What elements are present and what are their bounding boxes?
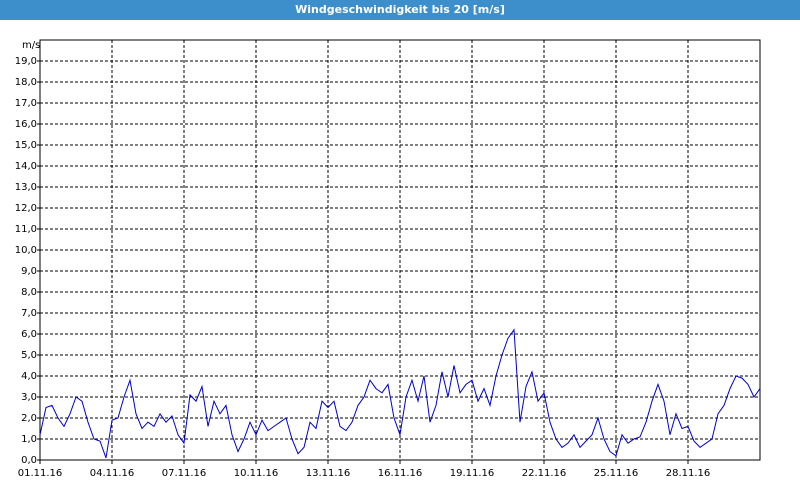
y-tick-label: 9,0 bbox=[21, 266, 37, 277]
y-tick-label: 0,0 bbox=[21, 455, 37, 466]
x-tick-label: 28.11.16 bbox=[666, 468, 711, 479]
y-axis-label: m/s bbox=[22, 40, 40, 51]
x-tick-label: 07.11.16 bbox=[162, 468, 207, 479]
y-tick-label: 7,0 bbox=[21, 308, 37, 319]
y-tick-label: 14,0 bbox=[15, 161, 37, 172]
y-tick-label: 16,0 bbox=[15, 119, 37, 130]
y-tick-label: 15,0 bbox=[15, 140, 37, 151]
y-tick-label: 5,0 bbox=[21, 350, 37, 361]
y-tick-label: 11,0 bbox=[15, 224, 37, 235]
y-tick-label: 1,0 bbox=[21, 434, 37, 445]
x-tick-label: 04.11.16 bbox=[90, 468, 135, 479]
x-tick-label: 22.11.16 bbox=[522, 468, 567, 479]
y-tick-label: 18,0 bbox=[15, 77, 37, 88]
y-tick-label: 10,0 bbox=[15, 245, 37, 256]
x-tick-label: 16.11.16 bbox=[378, 468, 423, 479]
y-tick-label: 3,0 bbox=[21, 392, 37, 403]
y-tick-label: 19,0 bbox=[15, 56, 37, 67]
y-tick-label: 13,0 bbox=[15, 182, 37, 193]
x-tick-label: 10.11.16 bbox=[234, 468, 279, 479]
data-line bbox=[39, 328, 761, 459]
y-tick-label: 8,0 bbox=[21, 287, 37, 298]
x-tick-label: 25.11.16 bbox=[594, 468, 639, 479]
y-tick-label: 12,0 bbox=[15, 203, 37, 214]
x-tick-label: 19.11.16 bbox=[450, 468, 495, 479]
x-tick-label: 13.11.16 bbox=[306, 468, 351, 479]
x-tick-label: 01.11.16 bbox=[18, 468, 63, 479]
y-tick-label: 2,0 bbox=[21, 413, 37, 424]
title-bar: Windgeschwindigkeit bis 20 [m/s] bbox=[0, 0, 800, 20]
y-tick-label: 6,0 bbox=[21, 329, 37, 340]
y-tick-label: 4,0 bbox=[21, 371, 37, 382]
y-tick-label: 17,0 bbox=[15, 98, 37, 109]
